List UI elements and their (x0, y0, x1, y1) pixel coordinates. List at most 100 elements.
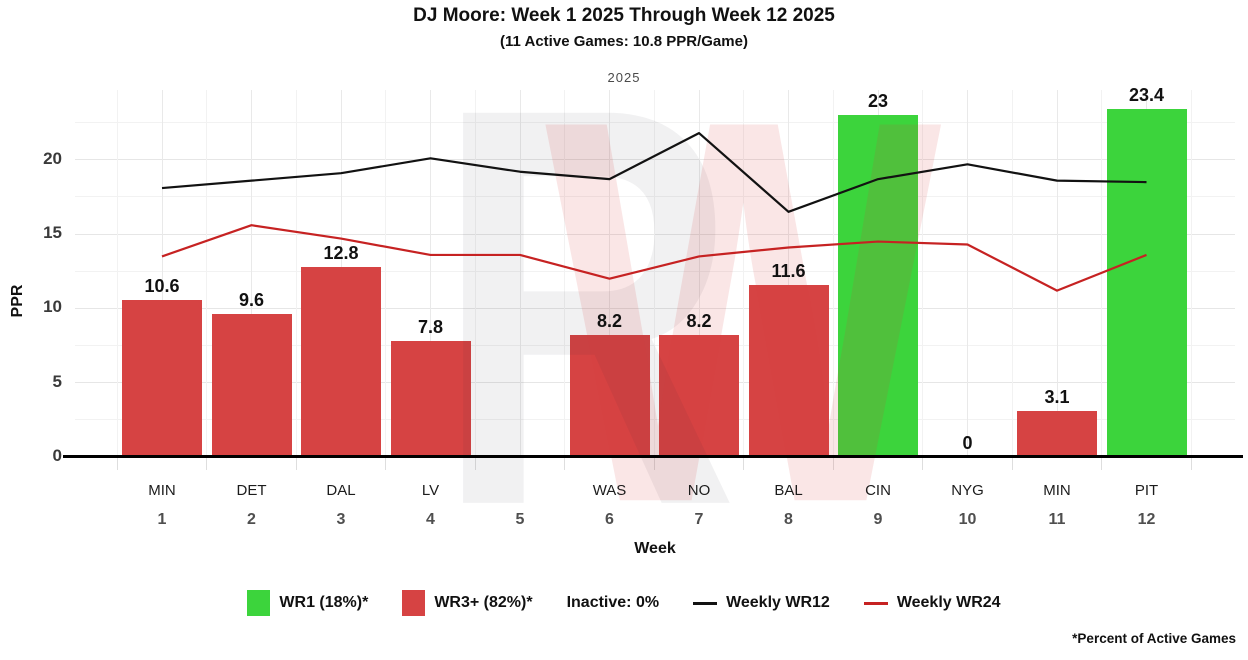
legend-label-wr12: Weekly WR12 (726, 594, 830, 611)
bar-week-1 (122, 299, 202, 457)
x-tick-week-1: 1 (157, 511, 167, 528)
x-tick-week-2: 2 (247, 511, 256, 528)
x-tick-week-8: 8 (784, 511, 793, 528)
bar-value-label-week-7: 8.2 (686, 311, 712, 332)
x-axis-label: Week (634, 540, 676, 557)
facet-label: 2025 (607, 70, 641, 85)
gridline-minor-h (75, 122, 1235, 124)
x-tick-week-10: 10 (958, 511, 977, 528)
gridline-minor-h (75, 419, 1235, 421)
x-axis-tick-mark (206, 457, 208, 470)
gridline-major-v (788, 90, 789, 457)
gridline-major-v (967, 90, 968, 457)
wr12-line (161, 131, 1147, 213)
x-tick-team-11: MIN (1043, 482, 1071, 499)
bar-value-label-week-11: 3.1 (1044, 386, 1070, 407)
chart-subtitle: (11 Active Games: 10.8 PPR/Game) (500, 33, 748, 50)
legend-item-wr3: WR3+ (82%)* (402, 590, 533, 616)
bar-week-4 (390, 341, 471, 457)
x-tick-team-6: WAS (592, 482, 627, 499)
wr3-swatch-icon (402, 590, 426, 616)
legend-item-wr24: Weekly WR24 (863, 594, 1001, 612)
x-tick-team-9: CIN (865, 482, 891, 499)
x-tick-week-7: 7 (694, 511, 704, 528)
x-tick-week-11: 11 (1048, 511, 1066, 528)
x-tick-week-12: 12 (1137, 511, 1156, 528)
gridline-minor-v (564, 90, 566, 457)
bar-week-2 (211, 314, 292, 457)
bar-week-11 (1017, 410, 1097, 457)
gridline-minor-v (743, 90, 745, 457)
x-axis-tick-mark (116, 457, 118, 470)
x-axis-tick-mark (832, 457, 834, 470)
gridline-major-v (161, 90, 163, 457)
gridline-minor-v (832, 90, 834, 457)
x-tick-team-1: MIN (148, 482, 176, 499)
gridline-minor-v (1190, 90, 1192, 457)
x-axis-tick-mark (653, 457, 655, 470)
gridline-major-h (75, 382, 1235, 384)
x-tick-week-3: 3 (336, 511, 346, 528)
bar-week-12 (1106, 109, 1187, 457)
x-tick-team-4: LV (421, 482, 440, 499)
gridline-minor-v (922, 90, 924, 457)
wr1-swatch-icon (247, 590, 271, 616)
legend-item-wr1: WR1 (18%)* (247, 590, 368, 616)
bar-value-label-week-9: 23 (867, 91, 889, 112)
x-tick-week-6: 6 (605, 511, 614, 528)
y-tick-label-20: 20 (43, 148, 62, 168)
gridline-major-h (75, 159, 1235, 161)
gridline-major-v (609, 90, 610, 457)
x-tick-week-5: 5 (515, 511, 525, 528)
wr24-line (161, 224, 1147, 292)
bar-value-label-week-6: 8.2 (596, 311, 623, 332)
y-tick-label-5: 5 (52, 371, 62, 391)
gridline-major-h (75, 233, 1235, 235)
gridline-minor-v (295, 90, 297, 457)
bar-value-label-week-8: 11.6 (771, 260, 806, 281)
legend-item-inactive: Inactive: 0% (566, 594, 660, 611)
gridline-major-v (251, 90, 252, 457)
chart-title: DJ Moore: Week 1 2025 Through Week 12 20… (413, 5, 835, 26)
bar-week-6 (569, 335, 650, 457)
bar-value-label-week-2: 9.6 (238, 290, 265, 311)
x-tick-week-9: 9 (873, 511, 883, 528)
bar-week-9 (838, 115, 918, 457)
bar-value-label-week-10: 0 (962, 433, 973, 453)
line-series-layer (161, 131, 1147, 292)
bar-value-label-week-12: 23.4 (1128, 85, 1165, 106)
x-tick-team-7: NO (687, 482, 711, 499)
y-tick-label-0: 0 (52, 446, 62, 465)
x-tick-team-2: DET (236, 482, 267, 499)
bar-week-7 (659, 335, 739, 457)
x-axis-zero-line (63, 455, 1243, 458)
gridline-minor-v (1011, 90, 1013, 457)
legend-label-wr1: WR1 (18%)* (279, 594, 369, 611)
bar-week-8 (748, 284, 829, 457)
bar-value-label-week-3: 12.8 (323, 242, 359, 263)
legend-item-wr12: Weekly WR12 (693, 594, 830, 612)
y-tick-label-15: 15 (43, 223, 62, 243)
gridline-minor-v (116, 90, 118, 457)
wr12-line-icon (693, 601, 718, 605)
gridline-minor-v (653, 90, 655, 457)
x-axis-tick-mark (1101, 457, 1103, 470)
x-axis-tick-mark (743, 457, 745, 470)
gridline-major-v (698, 90, 700, 457)
legend-label-wr3: WR3+ (82%)* (434, 594, 533, 611)
x-axis-tick-mark (1190, 457, 1192, 470)
footnote: *Percent of Active Games (1072, 631, 1236, 646)
x-axis-tick-mark (385, 457, 387, 470)
x-tick-team-8: BAL (774, 482, 803, 499)
x-tick-team-12: PIT (1134, 482, 1159, 499)
gridline-minor-v (474, 90, 476, 457)
bar-value-label-week-4: 7.8 (417, 317, 444, 338)
x-axis-tick-mark (922, 457, 924, 470)
bar-week-3 (301, 266, 381, 457)
legend-label-wr24: Weekly WR24 (896, 594, 1001, 611)
x-tick-week-4: 4 (426, 511, 435, 528)
gridline-minor-h (75, 345, 1235, 347)
gridline-major-v (519, 90, 521, 457)
